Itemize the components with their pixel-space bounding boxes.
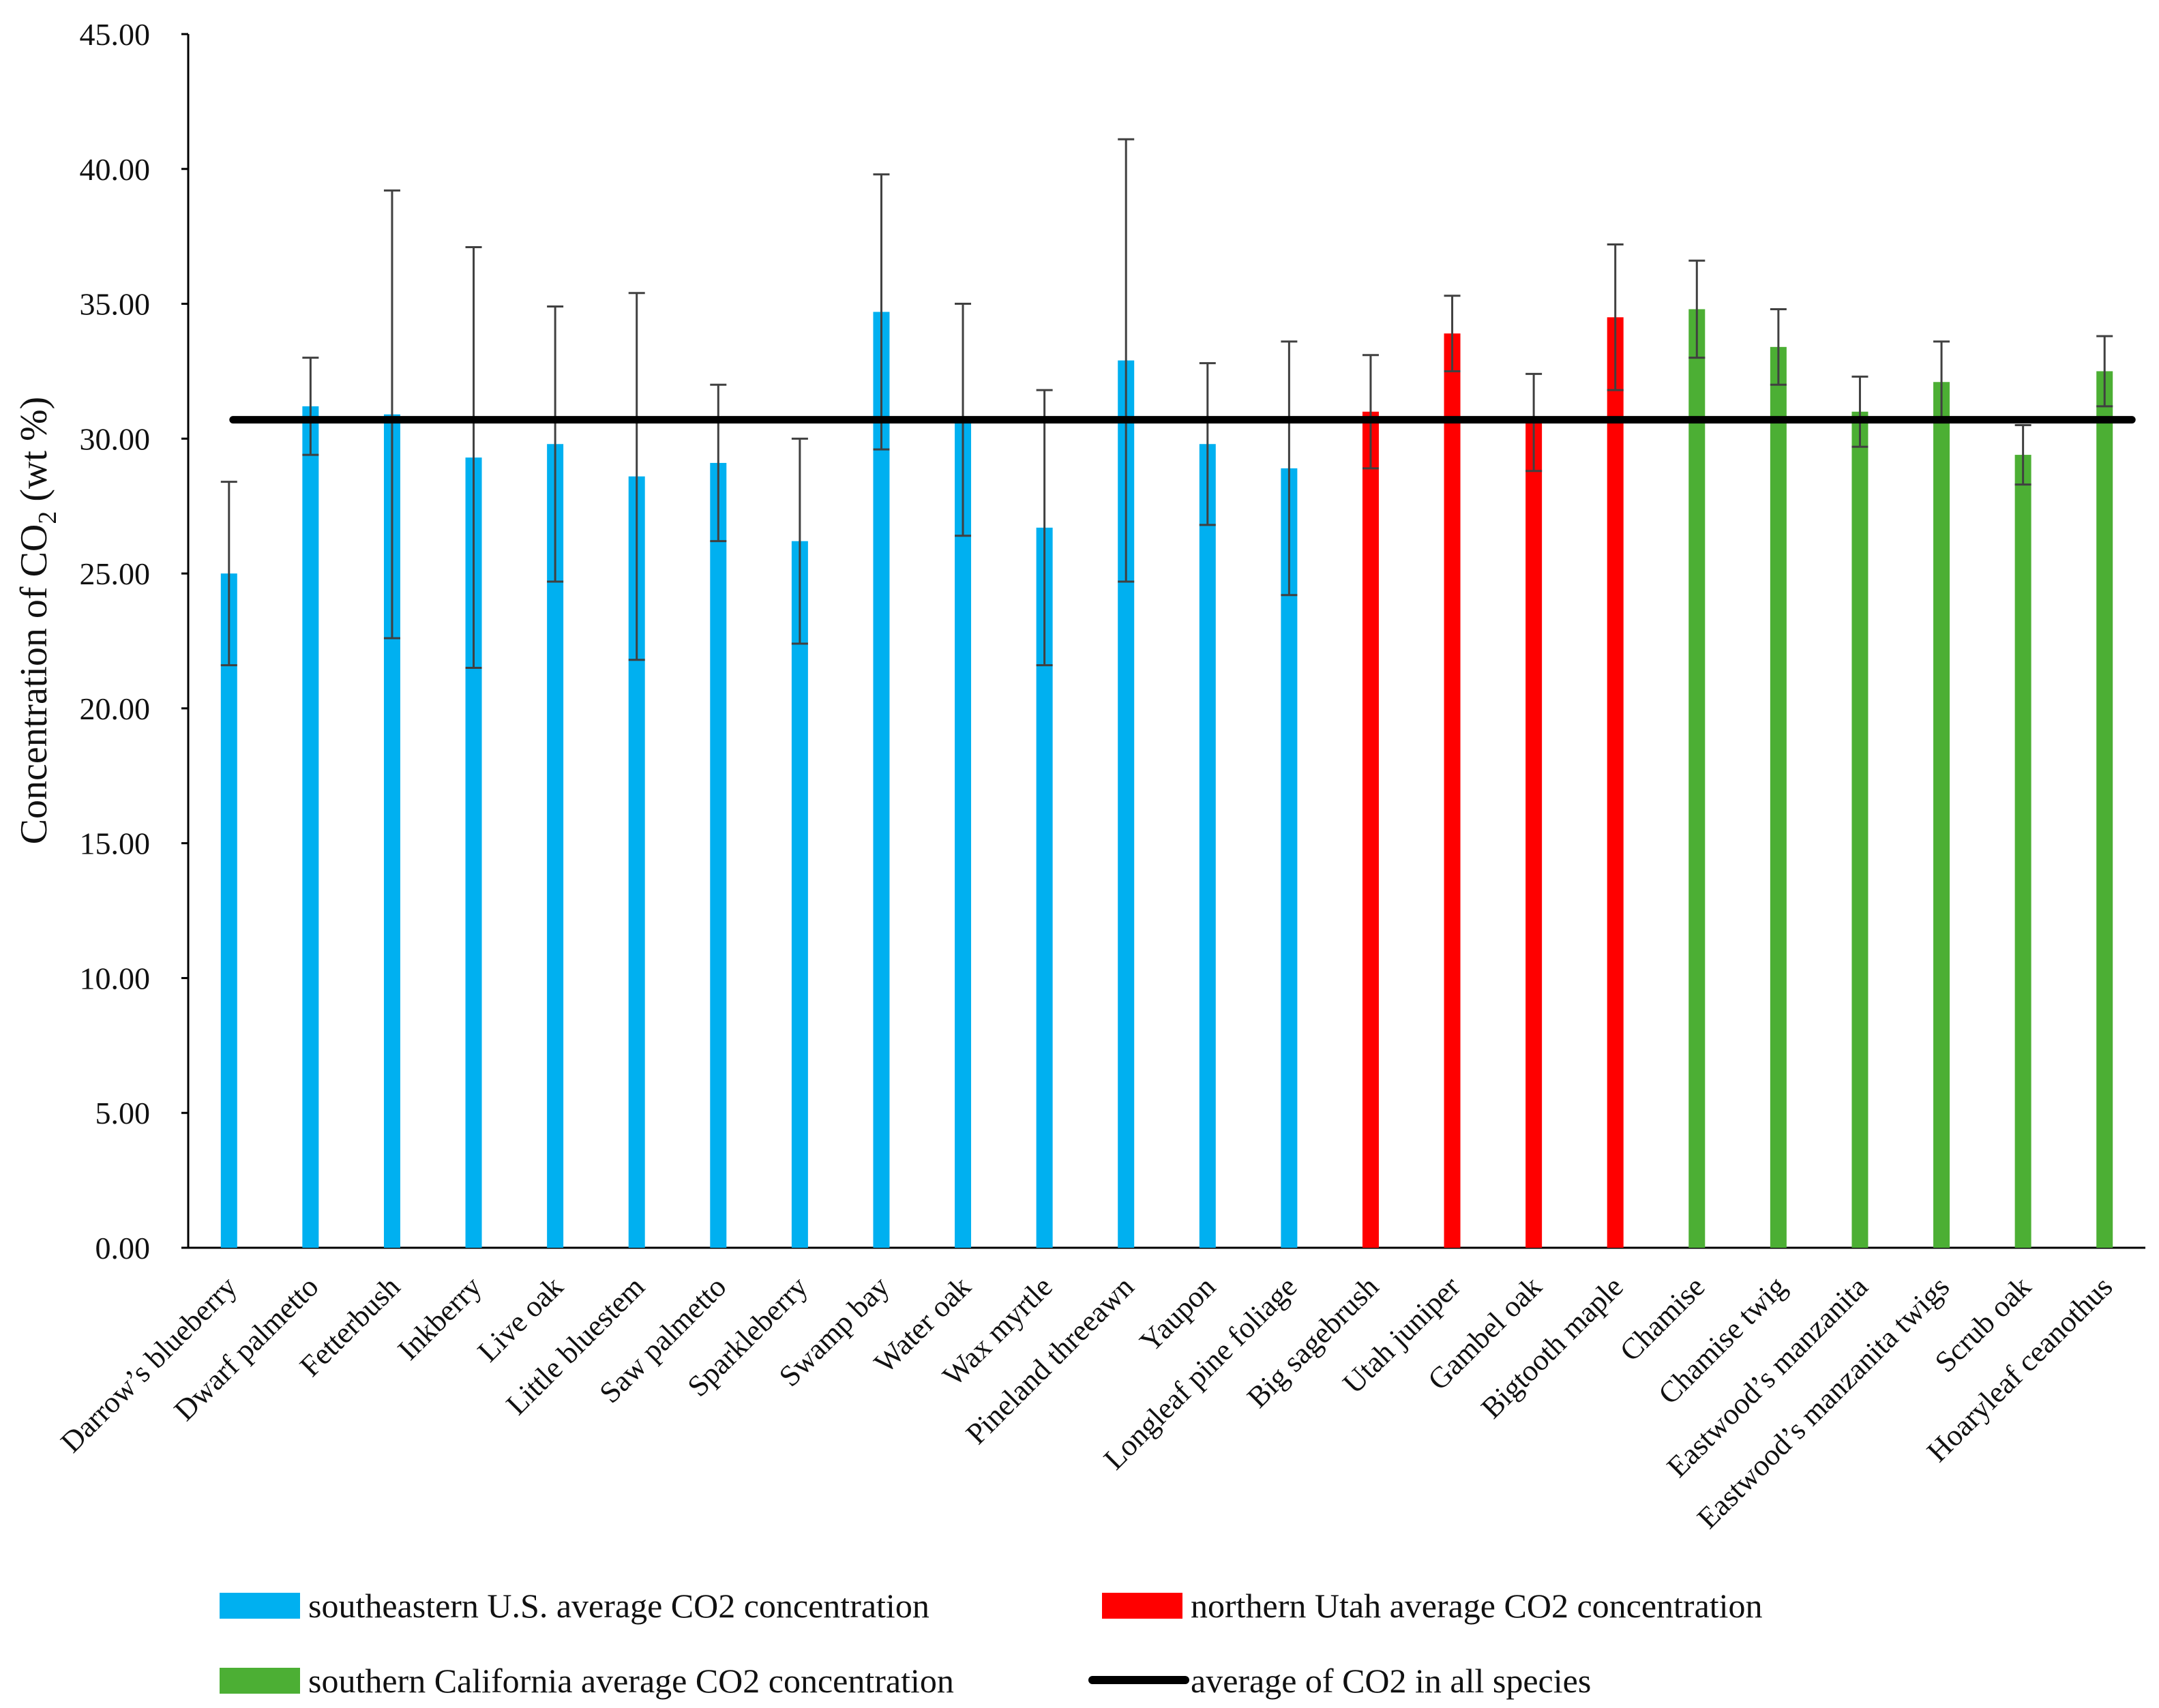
y-tick-label: 5.00 [95,1096,151,1130]
y-tick-label: 10.00 [80,961,151,995]
error-bar-23 [2014,424,2031,486]
x-category-label: Dwarf palmetto [168,1270,325,1427]
bar-24 [2096,371,2113,1248]
legend-label-southeastern: southeastern U.S. average CO2 concentrat… [308,1587,929,1625]
bar-14 [1281,468,1298,1248]
bar-20 [1770,346,1787,1248]
legend-swatch-southeastern [220,1593,300,1619]
error-bar-3 [383,189,400,640]
y-tick-label: 45.00 [80,17,151,52]
bar-19 [1688,309,1706,1248]
y-tick-label: 35.00 [80,287,151,322]
legend-swatch-utah [1102,1593,1182,1619]
error-bar-15 [1362,354,1379,470]
legend-label-utah: northern Utah average CO2 concentration [1191,1587,1763,1625]
y-tick-label: 30.00 [80,421,151,456]
x-category-label: Inkberry [391,1270,488,1366]
error-bar-13 [1199,362,1216,526]
error-bar-2 [302,357,319,456]
bar-13 [1199,444,1216,1248]
error-bar-21 [1851,375,1868,448]
error-bars [220,138,2113,670]
legend-swatch-california [220,1668,300,1694]
y-axis-title-subscript: 2 [33,511,62,524]
bar-23 [2014,455,2031,1248]
y-tick-label: 0.00 [95,1231,151,1265]
error-bar-7 [710,383,727,543]
error-bar-9 [873,173,890,451]
bar-7 [710,462,727,1248]
y-tick-labels: 0.00 5.00 10.00 15.00 20.00 25.00 30.00 35.00 40… [80,17,151,1265]
y-tick-label: 15.00 [80,826,151,861]
error-bar-24 [2096,335,2113,408]
y-axis-title-main: Concentration of CO [13,524,55,845]
x-category-label: Bigtooth maple [1474,1270,1629,1424]
error-bar-19 [1688,259,1706,359]
error-bar-8 [791,437,808,645]
bar-22 [1933,382,1950,1248]
error-bar-4 [465,245,482,670]
error-bar-11 [1036,389,1053,667]
y-axis-title: Concentration of CO2 (wt %) [13,397,62,845]
error-bar-5 [547,305,564,583]
bars [220,309,2113,1248]
y-tick-label: 25.00 [80,556,151,591]
y-tick-label: 20.00 [80,691,151,726]
bar-8 [791,541,808,1248]
bar-18 [1607,317,1624,1248]
bar-2 [302,406,319,1248]
error-bar-20 [1770,308,1787,386]
bar-21 [1851,411,1868,1248]
error-bar-12 [1118,138,1135,583]
bar-9 [873,312,890,1248]
bar-1 [220,573,237,1248]
error-bar-14 [1281,340,1298,597]
legend: southeastern U.S. average CO2 concentrat… [220,1587,1763,1700]
y-tick-label: 40.00 [80,152,151,187]
y-axis-title-unit: (wt %) [13,397,55,511]
error-bar-1 [220,481,237,667]
bar-10 [955,419,972,1248]
bar-16 [1444,333,1461,1248]
legend-label-average-line: average of CO2 in all species [1191,1662,1591,1700]
axes [181,33,2145,1249]
error-bar-16 [1444,295,1461,372]
bar-15 [1362,411,1379,1248]
legend-label-california: southern California average CO2 concentr… [308,1662,954,1700]
error-bar-18 [1607,243,1624,391]
bar-17 [1525,422,1543,1248]
error-bar-6 [628,292,645,661]
